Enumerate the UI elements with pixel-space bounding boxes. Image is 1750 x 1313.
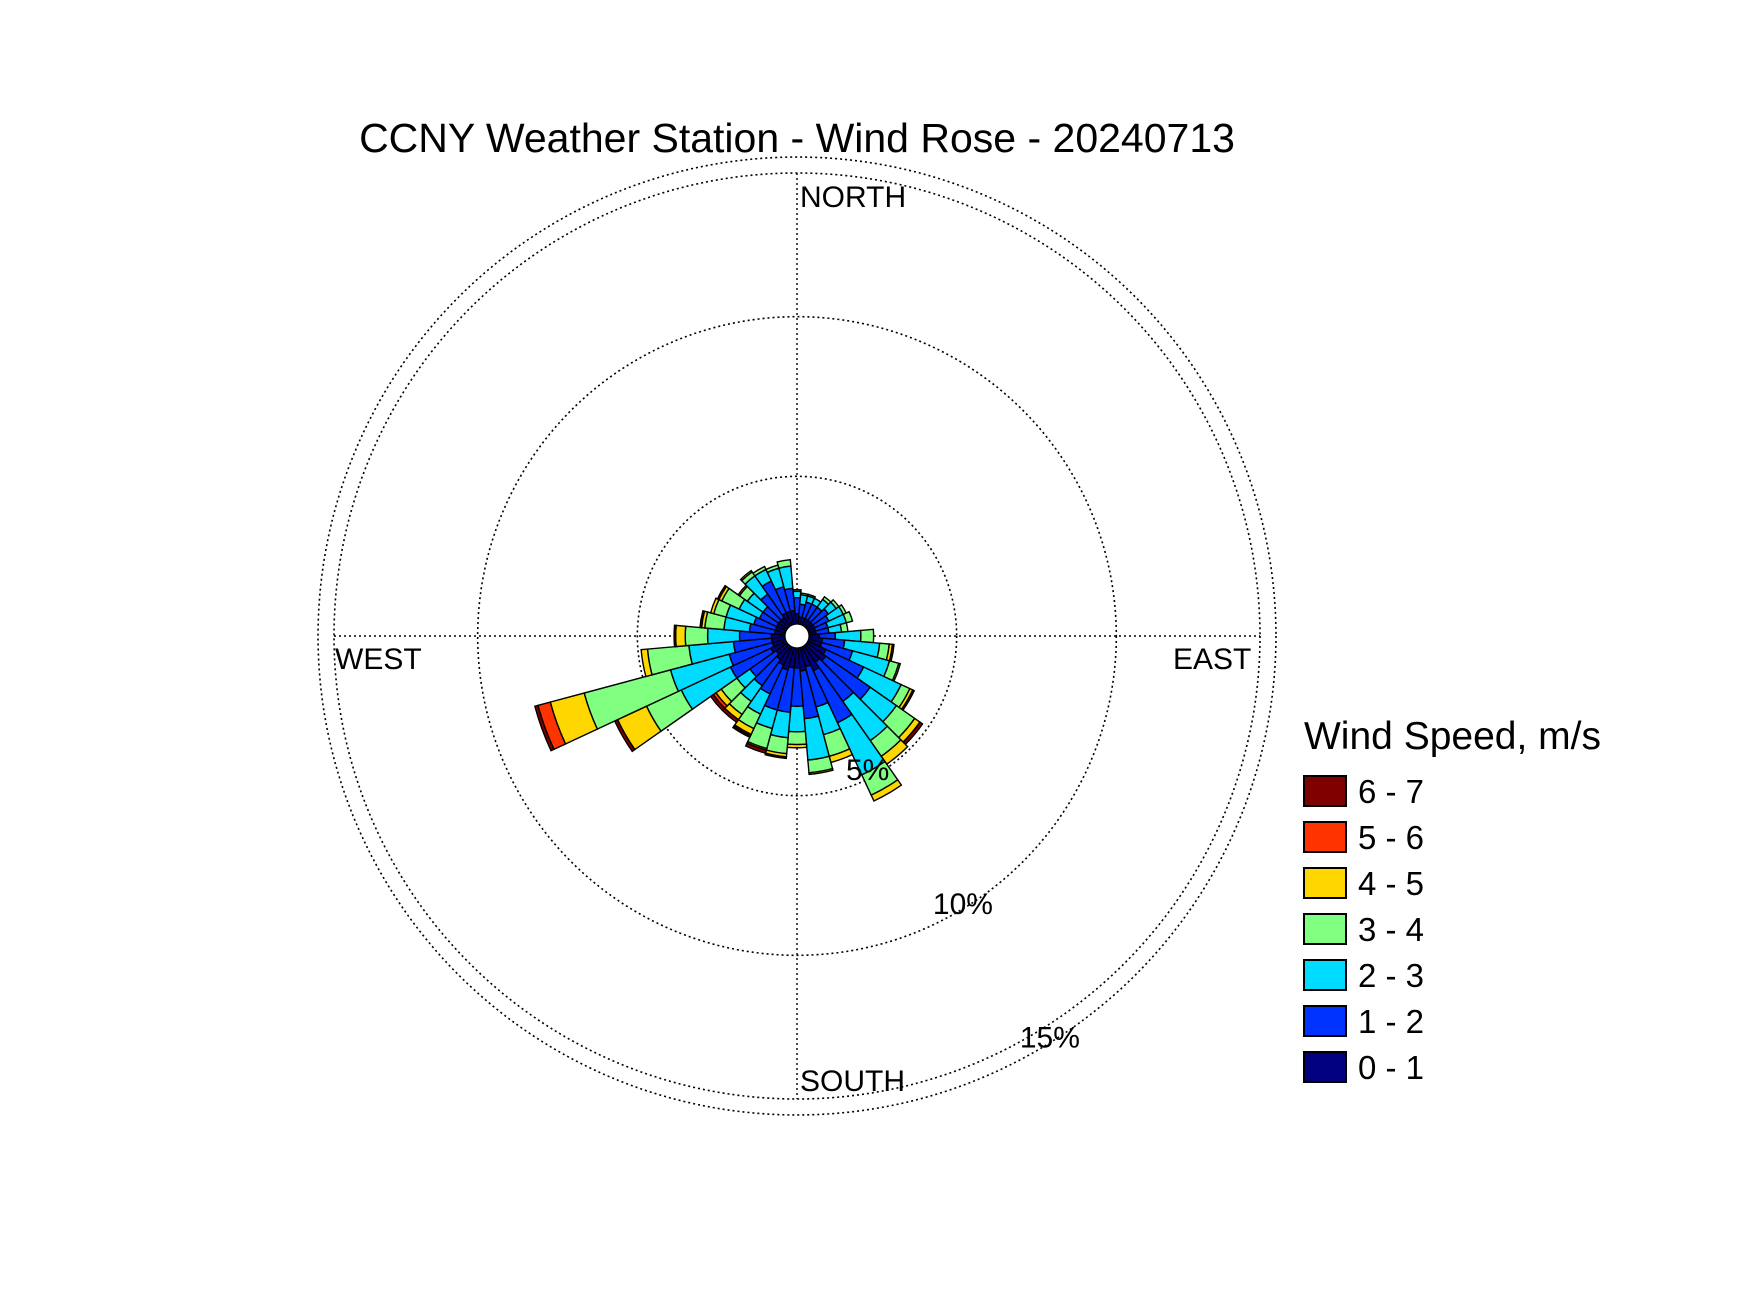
radial-tick-label-10: 10%	[933, 888, 993, 921]
sector-150-bin-4-5	[870, 778, 903, 802]
sector-80-bin-3-4	[839, 621, 849, 633]
sector-90-bin-3-4	[859, 628, 875, 644]
legend-swatch-1-2	[1303, 1005, 1347, 1037]
sector-200-bin-6-7	[744, 742, 768, 755]
legend-title: Wind Speed, m/s	[1304, 715, 1601, 758]
legend-label-5-6: 5 - 6	[1358, 819, 1424, 856]
sector-290-bin-4-5	[709, 597, 720, 615]
legend-label-4-5: 4 - 5	[1358, 865, 1424, 902]
legend-label-1-2: 1 - 2	[1358, 1003, 1424, 1040]
sector-190-bin-6-7	[764, 752, 788, 760]
south-label: SOUTH	[800, 1065, 905, 1098]
legend-swatch-0-1	[1303, 1051, 1347, 1083]
sector-330-bin-3-4	[752, 565, 767, 577]
grid-ring-10	[476, 315, 1118, 957]
grid-ring-15	[317, 156, 1277, 1116]
sector-180-bin-4-5	[786, 743, 808, 749]
legend-swatch-2-3	[1303, 959, 1347, 991]
sector-250-bin-6-7	[533, 704, 555, 752]
legend-swatch-6-7	[1303, 775, 1347, 807]
chart-title: CCNY Weather Station - Wind Rose - 20240…	[359, 115, 1235, 161]
legend-swatch-3-4	[1303, 913, 1347, 945]
radial-tick-label-15: 15%	[1020, 1022, 1080, 1055]
sector-0-bin-3-4	[792, 589, 802, 593]
legend-label-6-7: 6 - 7	[1358, 773, 1424, 810]
legend-label-0-1: 0 - 1	[1358, 1049, 1424, 1086]
legend-swatch-5-6	[1303, 821, 1347, 853]
sector-180-bin-3-4	[786, 730, 808, 746]
sector-280-bin-6-7	[699, 609, 706, 629]
radial-tick-label-5: 5%	[846, 754, 889, 787]
sector-270-bin-4-5	[674, 624, 687, 648]
sector-20-bin-3-4	[806, 593, 817, 600]
sector-70-bin-3-4	[842, 610, 854, 624]
legend-label-3-4: 3 - 4	[1358, 911, 1424, 948]
sector-300-bin-6-7	[716, 584, 728, 601]
sector-270-bin-6-7	[673, 624, 677, 648]
east-label: EAST	[1173, 643, 1251, 676]
sector-170-bin-4-5	[808, 767, 834, 776]
grid-ring-5	[636, 475, 958, 797]
sector-210-bin-6-7	[731, 725, 752, 739]
center-hole	[784, 623, 810, 649]
polar-grid	[317, 156, 1277, 1116]
sector-270-bin-3-4	[684, 625, 709, 647]
legend-label-2-3: 2 - 3	[1358, 957, 1424, 994]
north-label: NORTH	[800, 181, 906, 214]
west-label: WEST	[335, 643, 422, 676]
legend-swatch-4-5	[1303, 867, 1347, 899]
legend: Wind Speed, m/s 6 - 7 5 - 6 4 - 5 3 - 4 2 - …	[1303, 715, 1601, 1086]
sector-320-bin-4-5	[739, 569, 754, 582]
direction-labels: NORTH SOUTH EAST WEST	[335, 181, 1251, 1098]
radial-tick-labels: 5% 10% 15%	[846, 754, 1080, 1055]
sector-260-bin-4-5	[640, 648, 653, 678]
sector-350-bin-3-4	[776, 558, 792, 570]
wind-sectors	[533, 558, 924, 802]
